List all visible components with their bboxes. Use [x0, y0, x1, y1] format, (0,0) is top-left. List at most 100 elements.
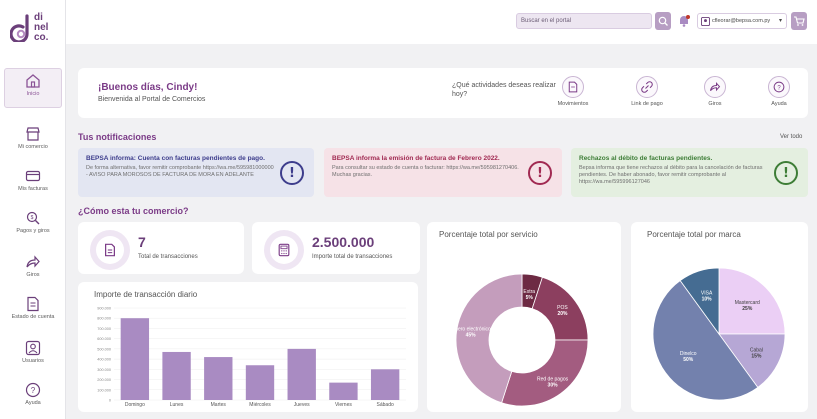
y-tick-label: 100.000 — [97, 388, 111, 392]
search-placeholder: Buscar en el portal — [521, 18, 572, 24]
action-label: Giros — [708, 101, 722, 107]
notification-body: Bepsa informa que tiene rechazos al débi… — [579, 165, 763, 185]
y-tick-label: 600.000 — [97, 337, 111, 341]
brand-chart-title: Porcentaje total por marca — [647, 230, 741, 239]
notification-bell-icon[interactable] — [677, 14, 691, 28]
cart-button[interactable] — [791, 12, 807, 30]
slice-value: 45% — [466, 332, 477, 338]
sidebar-item-label: Mis facturas — [18, 186, 48, 192]
service-chart-card: Porcentaje total por servicio Extra 5% POS… — [427, 222, 621, 412]
bar-lunes[interactable] — [162, 351, 191, 400]
sidebar-item-mi-comercio[interactable]: Mi comercio — [4, 122, 62, 162]
action-label: Ayuda — [771, 101, 787, 107]
bar-domingo[interactable] — [120, 318, 150, 400]
y-tick-label: 0 — [109, 399, 111, 403]
sidebar-item-label: Inicio — [26, 91, 40, 97]
logo-text: di nel co. — [34, 12, 49, 43]
home-icon — [26, 74, 40, 88]
transactions-count: 7 — [138, 234, 146, 250]
y-tick-label: 200.000 — [97, 378, 111, 382]
amount-value: 2.500.000 — [312, 234, 375, 250]
daily-bar-chart: 0 100.000 200.000 300.000 400.000 500.000 600.… — [97, 307, 406, 408]
sidebar-item-pagos-y-giros[interactable]: $ Pagos y giros — [4, 206, 62, 246]
sidebar-item-label: Pagos y giros — [16, 228, 50, 234]
x-tick-label: Jueves — [294, 402, 310, 408]
cart-icon — [794, 16, 805, 26]
action-ayuda[interactable]: ? Ayuda — [754, 76, 804, 107]
see-all-link[interactable]: Ver todo — [780, 134, 803, 140]
document-icon — [568, 81, 578, 93]
slice-label: Dinelco — [680, 351, 697, 357]
stat-icon-bg — [264, 230, 304, 270]
sidebar-item-usuarios[interactable]: Usuarios — [4, 336, 62, 376]
notification-card-3[interactable]: Rechazos al débito de facturas pendiente… — [571, 148, 808, 197]
action-giros[interactable]: Giros — [690, 76, 740, 107]
bar-miércoles[interactable] — [245, 365, 275, 400]
bar-sábado[interactable] — [370, 369, 400, 400]
x-tick-label: Miércoles — [249, 402, 271, 408]
daily-bar-chart-card: Importe de transacción diario 0 100.000 20… — [78, 282, 418, 412]
notifications-title: Tus notificaciones — [78, 132, 157, 142]
slice-label: Red de pagos — [537, 377, 569, 383]
document-icon — [105, 243, 115, 257]
sidebar-item-giros[interactable]: Giros — [4, 250, 62, 290]
notification-card-2[interactable]: BEPSA informa la emisión de factura de F… — [324, 148, 562, 197]
sidebar-item-mis-facturas[interactable]: Mis facturas — [4, 164, 62, 204]
share-icon — [710, 81, 721, 92]
slice-value: 15% — [751, 354, 762, 360]
slice-value: 50% — [683, 357, 694, 363]
x-tick-label: Viernes — [335, 402, 352, 408]
calculator-icon — [278, 243, 290, 257]
slice-dinelco[interactable] — [652, 280, 759, 401]
svg-text:?: ? — [777, 85, 781, 91]
sidebar-item-inicio[interactable]: Inicio — [4, 68, 62, 108]
search-input[interactable]: Buscar en el portal — [516, 13, 652, 29]
document-icon — [27, 296, 39, 312]
x-tick-label: Domingo — [125, 402, 145, 408]
slice-label: Cabal — [750, 348, 763, 354]
card-icon — [25, 170, 41, 182]
notification-body: De forma alternativa, favor remitir comp… — [86, 165, 274, 178]
notification-card-1[interactable]: BEPSA informa: Cuenta con facturas pendi… — [78, 148, 314, 197]
alert-icon: ! — [280, 161, 304, 185]
y-tick-label: 700.000 — [97, 327, 111, 331]
y-tick-label: 500.000 — [97, 347, 111, 351]
notification-title: Rechazos al débito de facturas pendiente… — [579, 155, 713, 162]
bar-jueves[interactable] — [287, 348, 316, 400]
slice-cabal[interactable] — [718, 333, 786, 388]
stats-title: ¿Cómo esta tu comercio? — [78, 206, 189, 216]
action-link-de-pago[interactable]: Link de pago — [622, 76, 672, 107]
share-icon — [26, 255, 40, 268]
sidebar-item-label: Mi comercio — [18, 144, 48, 150]
slice-dinero-electrónico[interactable] — [455, 273, 523, 404]
sidebar-item-estado-de-cuenta[interactable]: Estado de cuenta — [4, 292, 62, 332]
notification-title: BEPSA informa la emisión de factura de F… — [332, 155, 500, 162]
svg-text:$: $ — [31, 215, 34, 221]
svg-text:?: ? — [31, 386, 36, 395]
logo-d-icon — [10, 14, 29, 42]
sidebar-item-ayuda[interactable]: ? Ayuda — [4, 378, 62, 418]
dinelco-logo[interactable]: di nel co. — [8, 10, 60, 46]
slice-mastercard[interactable] — [718, 267, 786, 335]
search-button[interactable] — [655, 12, 671, 30]
user-menu[interactable]: cfleorar@bepsa.com.py ▾ — [697, 13, 787, 29]
slice-value: 5% — [526, 295, 534, 301]
welcome-subtitle: Bienvenida al Portal de Comercios — [98, 96, 206, 103]
help-icon: ? — [773, 81, 785, 93]
slice-label: Mastercard — [735, 300, 760, 306]
y-tick-label: 400.000 — [97, 358, 111, 362]
action-movimientos[interactable]: Movimientos — [548, 76, 598, 107]
amount-card: 2.500.000 Importe total de transacciones — [252, 222, 420, 274]
sidebar: di nel co. Inicio Mi comercio Mis factur… — [0, 0, 66, 419]
slice-visa[interactable] — [679, 267, 720, 336]
welcome-title: ¡Buenos días, Cindy! — [98, 82, 198, 93]
search-icon — [658, 16, 668, 26]
bar-viernes[interactable] — [329, 382, 358, 400]
slice-value: 30% — [548, 383, 559, 389]
slice-value: 25% — [742, 306, 753, 312]
slice-red-de-pagos[interactable] — [501, 339, 589, 407]
slice-label: POS — [557, 305, 568, 311]
user-icon — [701, 17, 710, 26]
bar-martes[interactable] — [204, 357, 233, 400]
